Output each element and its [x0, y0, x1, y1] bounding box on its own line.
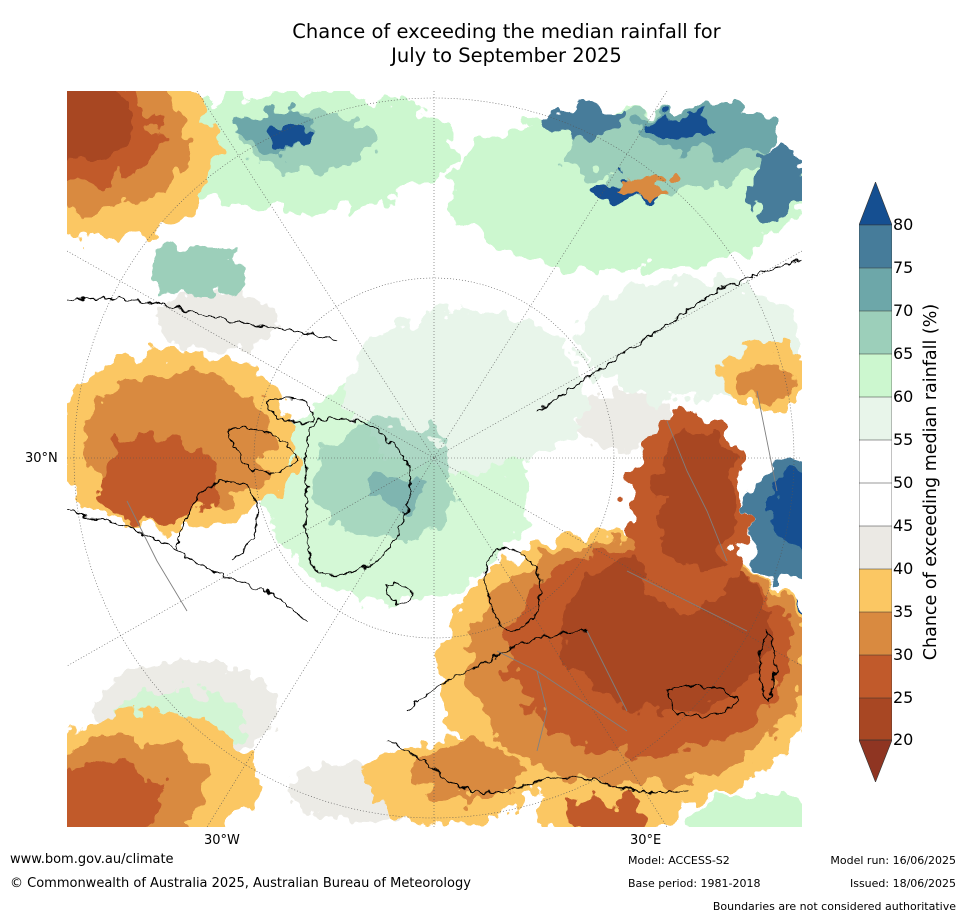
wet-leaning-patches [107, 91, 802, 827]
colorbar-tick: 65 [893, 344, 914, 363]
colorbar-tick: 55 [893, 430, 914, 449]
colorbar-20-25 [859, 698, 892, 740]
colorbar-tick: 45 [893, 516, 914, 535]
footer-url[interactable]: www.bom.gov.au/climate [10, 852, 174, 867]
footer-disclaimer: Boundaries are not considered authoritat… [712, 900, 956, 913]
colorbar-tick: 70 [893, 301, 914, 320]
colorbar-tick: 40 [893, 559, 914, 578]
colorbar-min-arrow [859, 739, 892, 782]
colorbar [859, 182, 892, 782]
colorbar-55-60 [859, 397, 892, 440]
colorbar-dividers [859, 224, 892, 741]
title-line-1: Chance of exceeding the median rainfall … [292, 20, 721, 43]
lon-label-30e: 30°E [630, 833, 662, 848]
colorbar-tick: 75 [893, 258, 914, 277]
rainfall-map [67, 91, 802, 827]
coastlines [67, 260, 802, 794]
colorbar-35-40 [859, 569, 892, 612]
colorbar-70-75 [859, 268, 892, 311]
colorbar-title: Chance of exceeding median rainfall (%) [921, 303, 941, 661]
colorbar-tick: 30 [893, 645, 914, 664]
colorbar-max-arrow [859, 182, 892, 226]
lat-label-30n: 30°N [25, 451, 58, 466]
map-title: Chance of exceeding the median rainfall … [0, 20, 965, 68]
colorbar-60-65 [859, 354, 892, 397]
colorbar-40-45 [859, 526, 892, 569]
footer-issued: Issued: 18/06/2025 [849, 877, 956, 890]
colorbar-65-70 [859, 311, 892, 354]
colorbar-30-35 [859, 612, 892, 655]
dry-patches [67, 91, 802, 827]
colorbar-tick: 50 [893, 473, 914, 492]
colorbar-75-80 [859, 225, 892, 268]
footer-base-period: Base period: 1981-2018 [628, 877, 761, 890]
colorbar-25-30 [859, 655, 892, 698]
colorbar-tick: 80 [893, 215, 914, 234]
colorbar-tick: 35 [893, 602, 914, 621]
graticule [67, 91, 802, 827]
lon-label-30w: 30°W [204, 833, 240, 848]
map-svg [67, 91, 802, 827]
footer-model-run: Model run: 16/06/2025 [830, 854, 956, 867]
footer-copyright: © Commonwealth of Australia 2025, Austra… [10, 876, 471, 891]
footer-model: Model: ACCESS-S2 [628, 854, 730, 867]
colorbar-tick: 25 [893, 688, 914, 707]
country-borders [126, 390, 778, 752]
colorbar-tick: 60 [893, 387, 914, 406]
colorbar-tick: 20 [893, 730, 914, 749]
title-line-2: July to September 2025 [391, 44, 622, 67]
